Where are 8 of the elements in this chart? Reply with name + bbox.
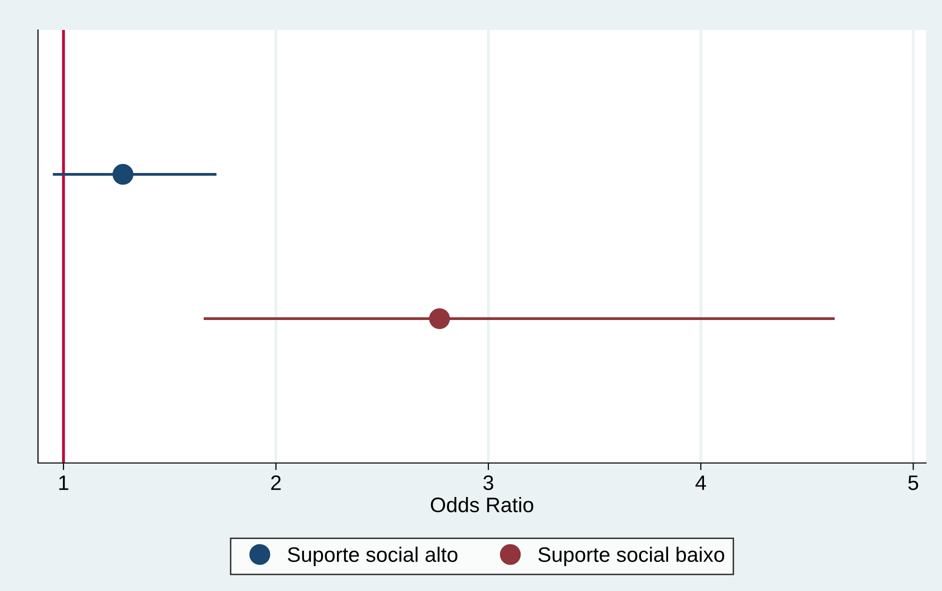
x-tick-label: 3 — [483, 475, 494, 490]
x-axis-title: Odds Ratio — [430, 497, 534, 512]
x-tick-label: 5 — [908, 476, 918, 490]
legend-label: Suporte social baixo — [538, 546, 724, 566]
x-tick-label: 2 — [271, 475, 281, 490]
legend-label: Suporte social alto — [288, 546, 458, 566]
x-tick-label: 1 — [59, 476, 68, 490]
x-tick-label: 4 — [696, 476, 706, 490]
